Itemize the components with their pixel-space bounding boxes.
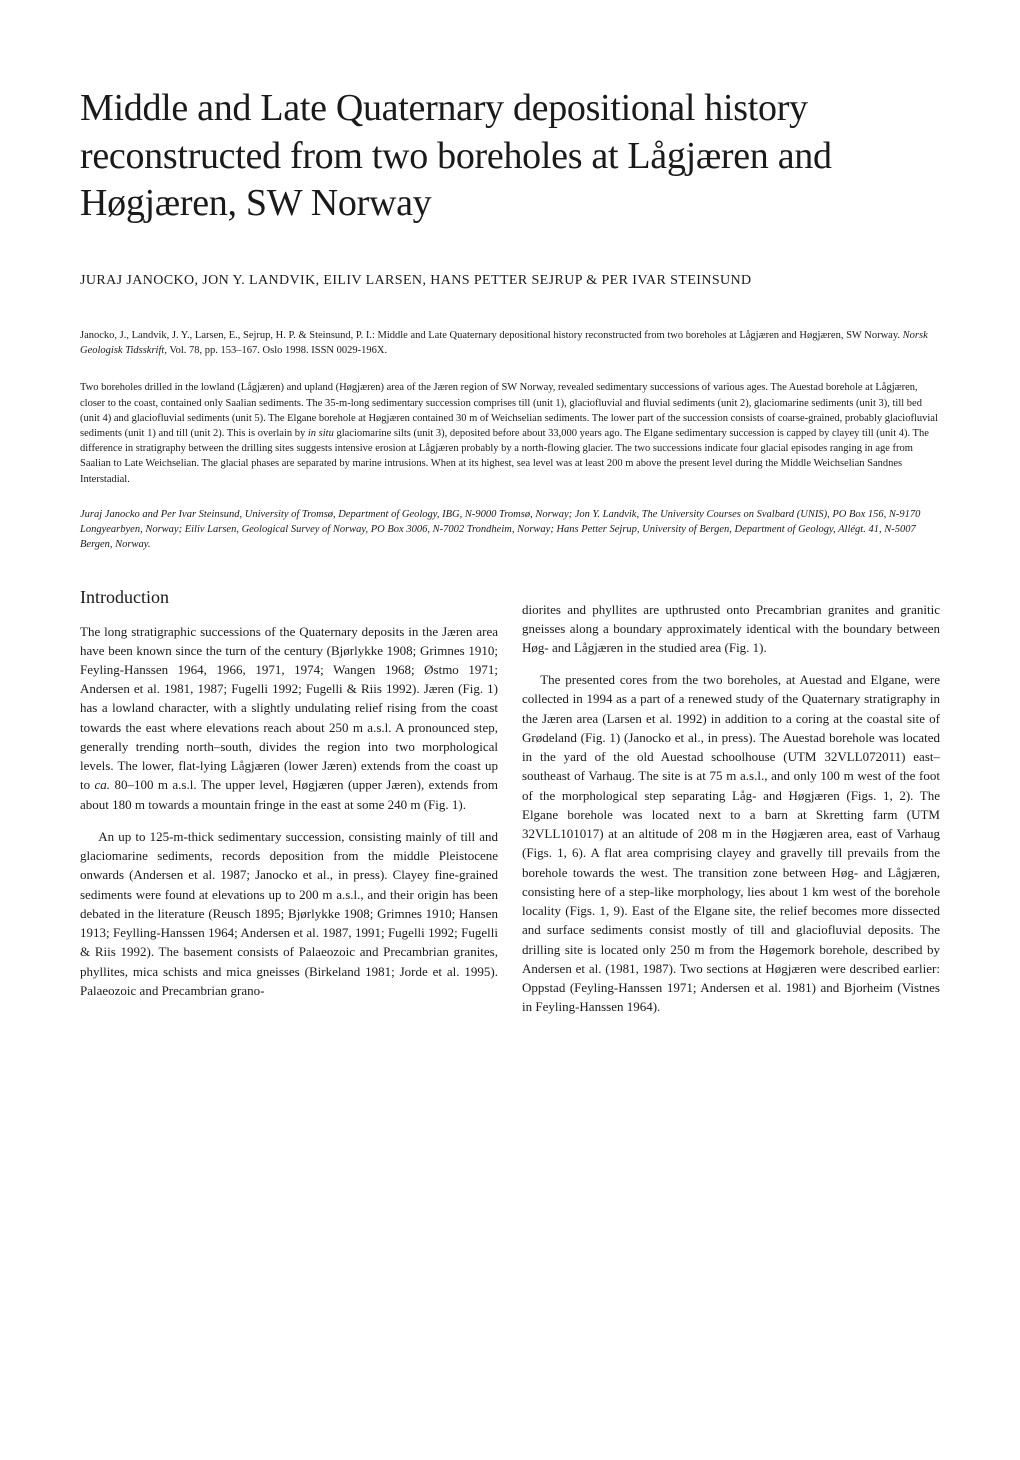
abstract-insitu: in situ bbox=[308, 428, 334, 439]
body-paragraph: The long stratigraphic successions of th… bbox=[80, 622, 498, 814]
paper-title: Middle and Late Quaternary depositional … bbox=[80, 85, 940, 228]
author-list: JURAJ JANOCKO, JON Y. LANDVIK, EILIV LAR… bbox=[80, 270, 940, 291]
section-heading-introduction: Introduction bbox=[80, 587, 498, 608]
left-p1-ca: ca. bbox=[95, 777, 111, 792]
left-column: Introduction The long stratigraphic succ… bbox=[80, 587, 498, 1017]
body-paragraph: The presented cores from the two borehol… bbox=[522, 670, 940, 1016]
right-column: diorites and phyllites are upthrusted on… bbox=[522, 587, 940, 1017]
citation-suffix: , Vol. 78, pp. 153–167. Oslo 1998. ISSN … bbox=[164, 345, 387, 356]
body-paragraph: diorites and phyllites are upthrusted on… bbox=[522, 600, 940, 658]
left-p1-a: The long stratigraphic successions of th… bbox=[80, 624, 498, 793]
abstract-block: Two boreholes drilled in the lowland (Lå… bbox=[80, 380, 940, 487]
two-column-body: Introduction The long stratigraphic succ… bbox=[80, 587, 940, 1017]
citation-block: Janocko, J., Landvik, J. Y., Larsen, E.,… bbox=[80, 329, 940, 358]
body-paragraph: An up to 125-m-thick sedimentary success… bbox=[80, 827, 498, 1000]
left-p1-b: 80–100 m a.s.l. The upper level, Høgjære… bbox=[80, 777, 498, 811]
citation-prefix: Janocko, J., Landvik, J. Y., Larsen, E.,… bbox=[80, 330, 903, 341]
author-affiliations: Juraj Janocko and Per Ivar Steinsund, Un… bbox=[80, 507, 940, 553]
